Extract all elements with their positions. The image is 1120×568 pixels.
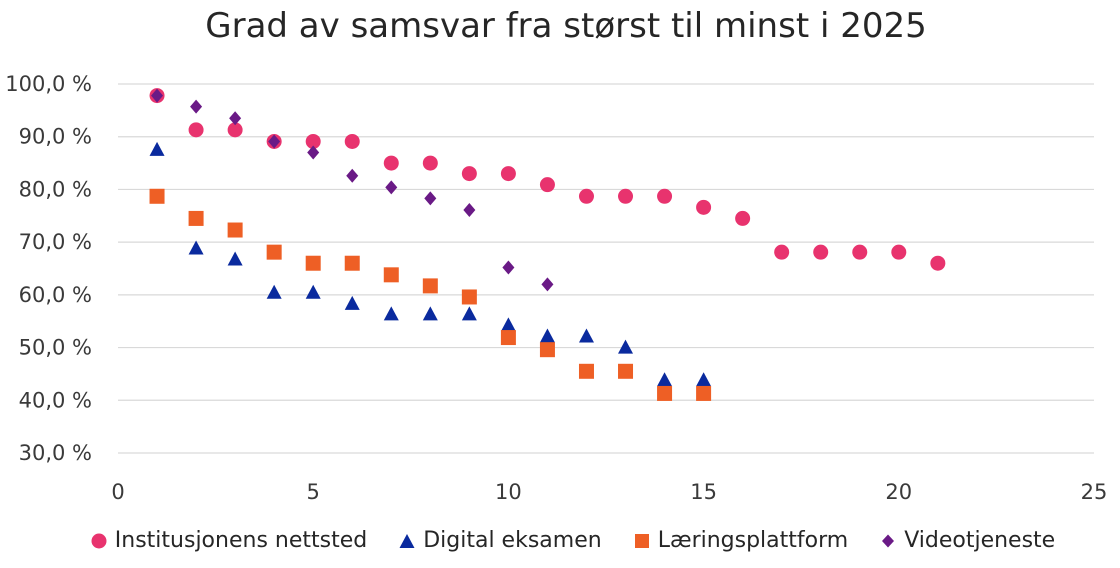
data-point-circle xyxy=(852,244,868,260)
x-tick-label: 10 xyxy=(495,480,522,504)
data-point-circle xyxy=(813,244,829,260)
legend: Institusjonens nettsted Digital eksamen … xyxy=(0,528,1120,553)
data-point-square xyxy=(266,244,282,260)
legend-label: Læringsplattform xyxy=(657,528,849,553)
legend-item-institusjonens-nettsted: Institusjonens nettsted xyxy=(91,528,367,553)
diamond-marker-icon xyxy=(882,534,895,547)
data-point-circle xyxy=(305,133,321,149)
data-point-triangle xyxy=(657,372,673,387)
data-point-diamond xyxy=(502,260,515,275)
data-point-circle xyxy=(696,199,712,215)
x-tick-label: 15 xyxy=(690,480,717,504)
legend-item-videotjeneste: Videotjeneste xyxy=(880,528,1055,553)
data-point-diamond xyxy=(190,99,203,114)
legend-item-digital-eksamen: Digital eksamen xyxy=(399,528,602,553)
data-point-square xyxy=(578,363,594,379)
data-point-circle xyxy=(500,166,516,182)
data-point-circle xyxy=(383,155,399,171)
y-tick-label: 70,0 % xyxy=(19,230,92,254)
legend-label: Digital eksamen xyxy=(423,528,602,553)
data-point-triangle xyxy=(227,251,243,266)
data-point-circle xyxy=(227,122,243,138)
y-axis-ticks: 30,0 % 40,0 % 50,0 % 60,0 % 70,0 % 80,0 % 90,0… xyxy=(5,72,92,465)
data-point-circle xyxy=(461,166,477,182)
data-point-triangle xyxy=(344,295,360,310)
data-point-circle xyxy=(344,133,360,149)
data-point-square xyxy=(227,222,243,238)
data-point-square xyxy=(657,385,673,401)
data-point-triangle xyxy=(383,306,399,321)
data-point-circle xyxy=(891,244,907,260)
data-markers xyxy=(149,88,946,401)
x-tick-label: 25 xyxy=(1081,480,1108,504)
data-point-diamond xyxy=(307,145,320,160)
data-point-triangle xyxy=(188,240,204,255)
data-point-circle xyxy=(422,155,438,171)
data-point-circle xyxy=(188,122,204,138)
data-point-circle xyxy=(774,244,790,260)
data-point-triangle xyxy=(461,306,477,321)
data-point-triangle xyxy=(305,284,321,299)
y-tick-label: 30,0 % xyxy=(19,441,92,465)
data-point-diamond xyxy=(385,180,398,195)
legend-label: Institusjonens nettsted xyxy=(114,528,368,553)
data-point-diamond xyxy=(268,134,281,149)
data-point-triangle xyxy=(539,328,555,343)
data-point-square xyxy=(149,188,165,204)
legend-item-laeringsplattform: Læringsplattform xyxy=(634,528,849,553)
triangle-marker-icon xyxy=(399,533,415,548)
data-point-square xyxy=(188,210,204,226)
data-point-triangle xyxy=(500,317,516,332)
data-point-square xyxy=(696,385,712,401)
data-point-triangle xyxy=(422,306,438,321)
chart-title: Grad av samsvar fra størst til minst i 2… xyxy=(205,6,927,46)
y-tick-label: 90,0 % xyxy=(19,125,92,149)
data-point-triangle xyxy=(149,141,165,156)
data-point-square xyxy=(383,267,399,283)
scatter-plot: 30,0 % 40,0 % 50,0 % 60,0 % 70,0 % 80,0 % 90,0… xyxy=(5,72,1107,504)
data-point-diamond xyxy=(151,88,164,103)
x-tick-label: 20 xyxy=(885,480,912,504)
legend-label: Videotjeneste xyxy=(904,528,1056,553)
data-point-circle xyxy=(539,177,555,193)
data-point-square xyxy=(344,255,360,271)
data-point-triangle xyxy=(578,328,594,343)
grid-lines xyxy=(118,83,1094,454)
data-point-triangle xyxy=(618,339,634,354)
data-point-circle xyxy=(735,210,751,226)
data-point-diamond xyxy=(346,168,359,183)
data-point-triangle xyxy=(266,284,282,299)
data-point-square xyxy=(422,278,438,294)
data-point-circle xyxy=(578,188,594,204)
data-point-diamond xyxy=(463,202,476,217)
x-tick-label: 0 xyxy=(111,480,124,504)
y-tick-label: 100,0 % xyxy=(5,72,92,96)
data-point-circle xyxy=(657,188,673,204)
data-point-circle xyxy=(618,188,634,204)
data-point-square xyxy=(305,255,321,271)
y-tick-label: 60,0 % xyxy=(19,283,92,307)
y-tick-label: 50,0 % xyxy=(19,336,92,360)
data-point-circle xyxy=(930,255,946,271)
y-tick-label: 80,0 % xyxy=(19,177,92,201)
circle-marker-icon xyxy=(91,533,107,548)
y-tick-label: 40,0 % xyxy=(19,388,92,412)
x-tick-label: 5 xyxy=(307,480,320,504)
data-point-diamond xyxy=(424,191,437,206)
data-point-square xyxy=(500,330,516,346)
data-point-square xyxy=(618,363,634,379)
square-marker-icon xyxy=(634,533,649,548)
data-point-triangle xyxy=(696,372,712,387)
data-point-square xyxy=(539,342,555,358)
data-point-diamond xyxy=(229,111,242,126)
x-axis-ticks: 0 5 10 15 20 25 xyxy=(111,480,1107,504)
data-point-diamond xyxy=(541,277,554,292)
data-point-square xyxy=(461,289,477,305)
